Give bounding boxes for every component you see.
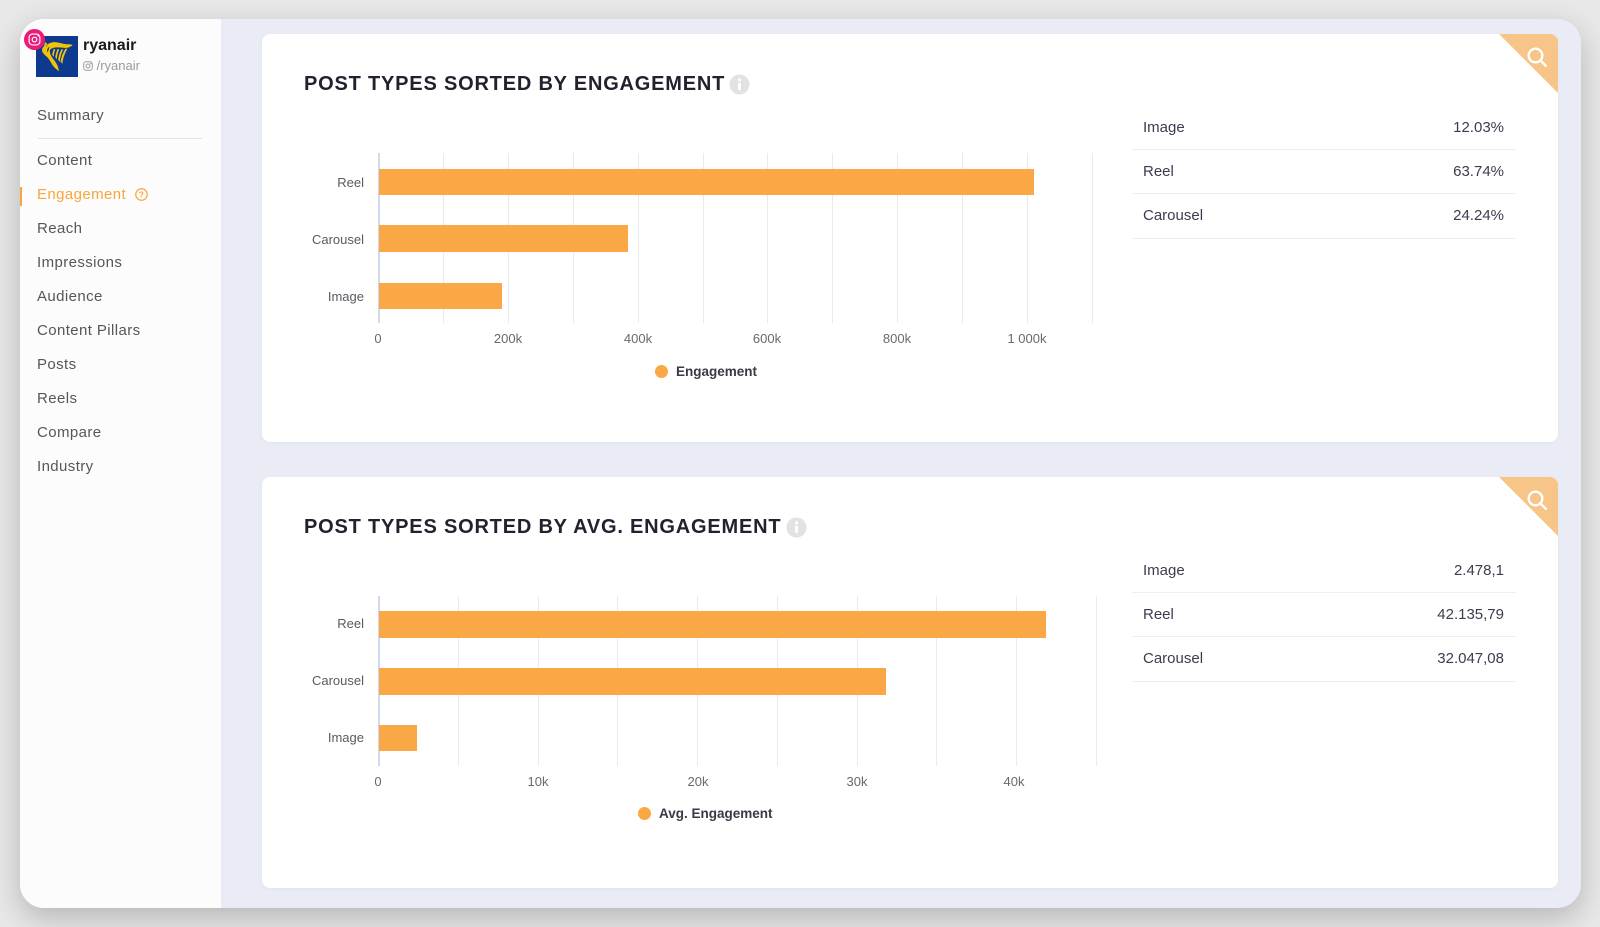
svg-text:?: ? — [138, 190, 143, 200]
